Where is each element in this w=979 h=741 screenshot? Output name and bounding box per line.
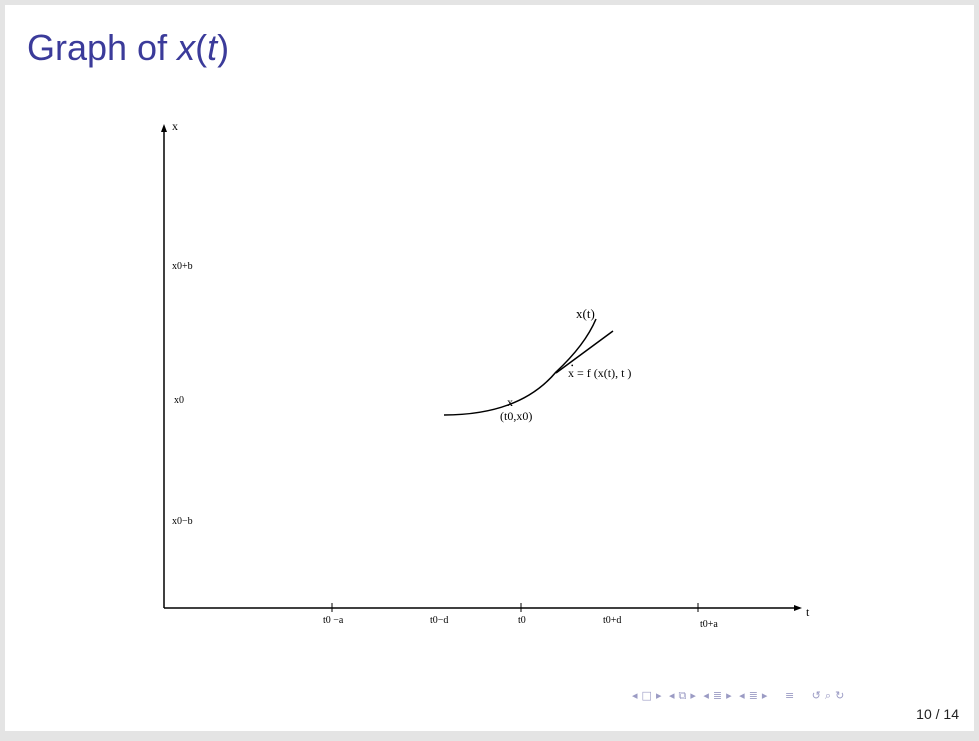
section-icon[interactable]: ≣ — [748, 689, 758, 702]
x-tick-t0-plus-d: t0+d — [603, 615, 621, 626]
next-subsection-icon[interactable]: ▸ — [690, 689, 696, 702]
next-frame-icon[interactable]: ▸ — [655, 689, 662, 702]
y-tick-middle: x0 — [174, 395, 184, 406]
tangent-label: x = f (x(t), t ) — [568, 366, 631, 380]
subsection-icon[interactable]: ⧉ — [678, 689, 687, 702]
slide-title: Graph of x(t) — [27, 27, 230, 68]
search-icon[interactable]: ⌕ — [824, 689, 832, 702]
solution-curve — [443, 318, 597, 416]
x-axis-label: t — [806, 605, 810, 619]
y-axis-label: x — [172, 119, 178, 133]
slide: Graph of x(t) — [5, 5, 974, 731]
point-mark: x — [507, 395, 513, 409]
next-section-icon[interactable]: ▸ — [726, 689, 732, 702]
prev-section-icon[interactable]: ◂ — [739, 689, 745, 702]
y-axis-arrow — [161, 124, 167, 132]
y-tick-lower: x0−b — [172, 516, 193, 527]
tangent-line — [555, 330, 614, 374]
prev-frame-icon[interactable]: ◂ — [632, 689, 638, 702]
x-tick-t0-minus-a: t0 −a — [323, 615, 344, 626]
page-number: 10 / 14 — [916, 706, 959, 722]
prev-section-icon[interactable]: ◂ — [703, 689, 709, 702]
beamer-navigation: ◂ □ ▸ ◂ ⧉ ▸ ◂ ≣ ▸ ◂ ≣ ▸ ≡ ↺ ⌕ ↻ — [632, 689, 962, 705]
y-tick-upper: x0+b — [172, 261, 193, 272]
point-label: (t0,x0) — [500, 409, 532, 423]
x-tick-t0: t0 — [518, 615, 526, 626]
x-axis-arrow — [794, 605, 802, 611]
align-icon[interactable]: ≡ — [784, 689, 795, 702]
curve-label: x(t) — [576, 306, 595, 321]
frame-icon[interactable]: □ — [641, 689, 652, 702]
redo-icon[interactable]: ↻ — [835, 689, 845, 702]
section-icon[interactable]: ≣ — [712, 689, 723, 702]
undo-icon[interactable]: ↺ — [811, 689, 821, 702]
x-tick-t0-minus-d: t0−d — [430, 615, 448, 626]
next-section-icon[interactable]: ▸ — [761, 689, 768, 702]
prev-subsection-icon[interactable]: ◂ — [668, 689, 675, 702]
tangent-dot: • — [571, 362, 574, 370]
x-tick-t0-plus-a: t0+a — [700, 619, 718, 630]
